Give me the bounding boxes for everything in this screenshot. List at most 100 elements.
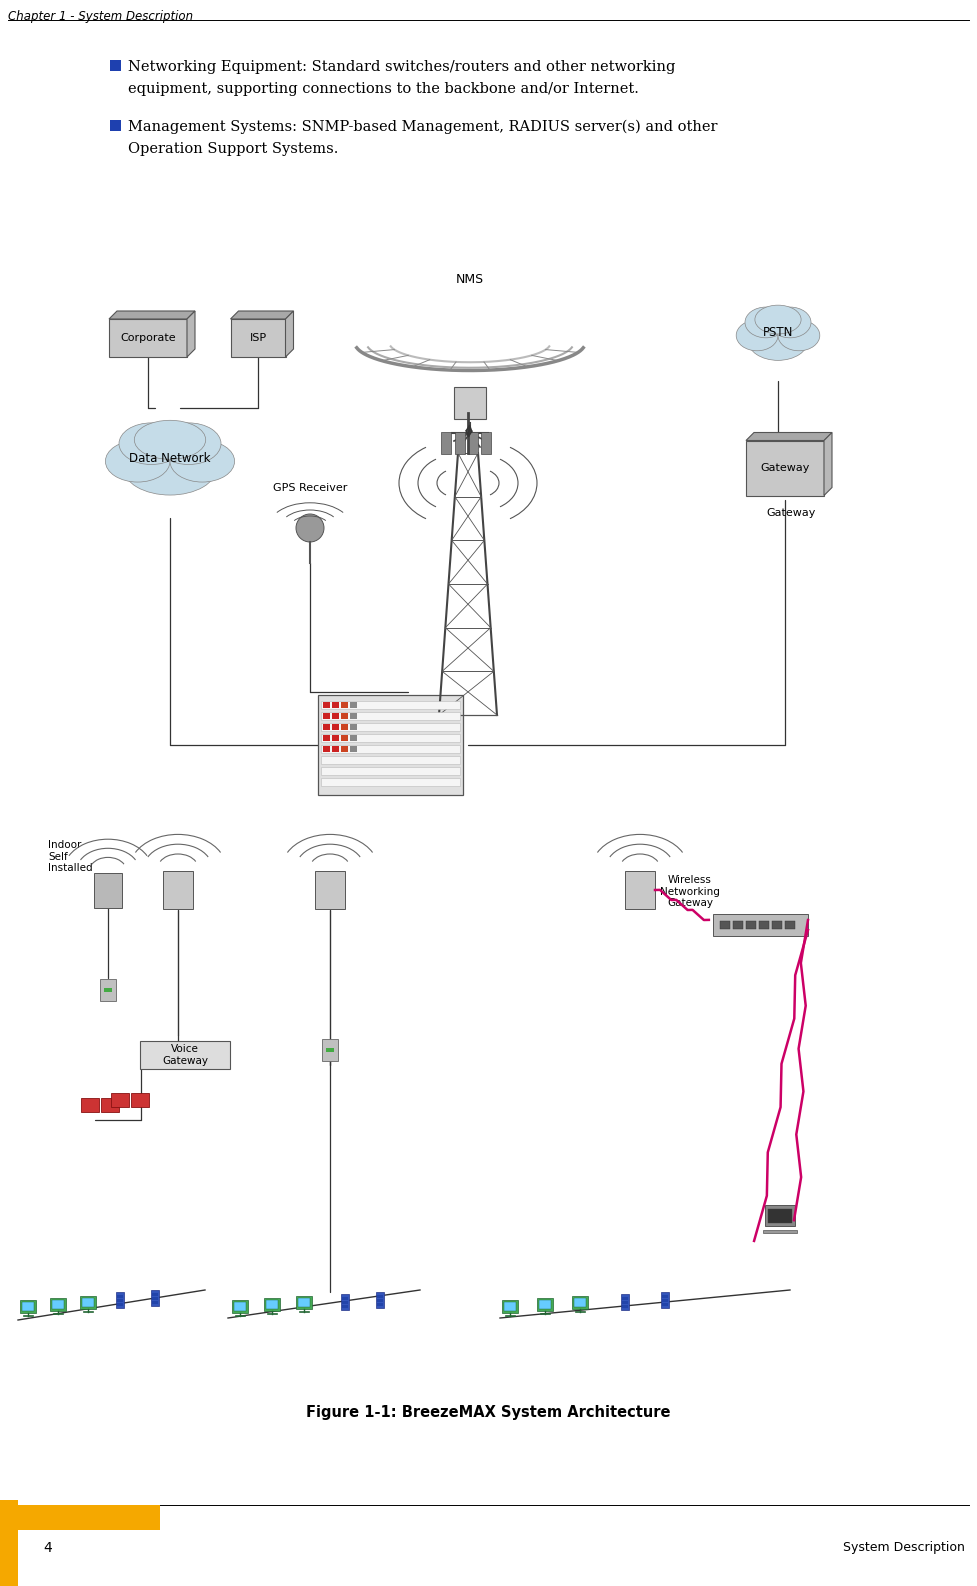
- Polygon shape: [746, 433, 832, 441]
- FancyBboxPatch shape: [660, 1291, 669, 1308]
- Ellipse shape: [106, 441, 170, 482]
- Text: NMS: NMS: [456, 273, 484, 285]
- Text: Voice
Gateway: Voice Gateway: [162, 1044, 208, 1066]
- FancyBboxPatch shape: [320, 701, 459, 709]
- FancyBboxPatch shape: [376, 1291, 384, 1308]
- FancyBboxPatch shape: [264, 1297, 280, 1312]
- FancyBboxPatch shape: [341, 745, 348, 752]
- FancyBboxPatch shape: [117, 1296, 123, 1297]
- FancyBboxPatch shape: [350, 703, 357, 707]
- FancyBboxPatch shape: [377, 1304, 383, 1305]
- FancyBboxPatch shape: [150, 1289, 159, 1307]
- Ellipse shape: [119, 423, 184, 465]
- FancyBboxPatch shape: [720, 921, 730, 929]
- FancyBboxPatch shape: [117, 1299, 123, 1302]
- Text: Figure 1-1: BreezeMAX System Architecture: Figure 1-1: BreezeMAX System Architectur…: [306, 1405, 670, 1419]
- FancyBboxPatch shape: [104, 988, 112, 991]
- Ellipse shape: [747, 320, 808, 360]
- FancyBboxPatch shape: [468, 431, 478, 454]
- FancyBboxPatch shape: [110, 121, 121, 132]
- FancyBboxPatch shape: [504, 1302, 516, 1310]
- FancyBboxPatch shape: [662, 1296, 668, 1297]
- FancyBboxPatch shape: [266, 1301, 278, 1308]
- Text: GPS Receiver: GPS Receiver: [273, 484, 347, 493]
- FancyBboxPatch shape: [94, 872, 122, 907]
- Text: Indoor
Self
Installed: Indoor Self Installed: [48, 841, 93, 874]
- FancyBboxPatch shape: [712, 914, 808, 936]
- FancyBboxPatch shape: [80, 1296, 97, 1308]
- FancyBboxPatch shape: [50, 1297, 66, 1312]
- Text: Gateway: Gateway: [760, 463, 810, 473]
- FancyBboxPatch shape: [152, 1297, 158, 1301]
- FancyBboxPatch shape: [455, 431, 465, 454]
- Polygon shape: [824, 433, 832, 495]
- FancyBboxPatch shape: [82, 1299, 94, 1307]
- FancyBboxPatch shape: [320, 745, 459, 753]
- FancyBboxPatch shape: [331, 703, 338, 707]
- FancyBboxPatch shape: [620, 1294, 629, 1310]
- FancyBboxPatch shape: [117, 1304, 123, 1305]
- Text: System Description: System Description: [843, 1542, 965, 1554]
- Text: Gateway: Gateway: [766, 508, 816, 519]
- Bar: [0, 1505, 160, 1530]
- FancyBboxPatch shape: [315, 871, 345, 909]
- FancyBboxPatch shape: [341, 1294, 349, 1310]
- FancyBboxPatch shape: [152, 1293, 158, 1296]
- Text: Chapter 1 - System Description: Chapter 1 - System Description: [8, 10, 193, 24]
- FancyBboxPatch shape: [298, 1299, 310, 1307]
- FancyBboxPatch shape: [350, 723, 357, 730]
- FancyBboxPatch shape: [746, 921, 756, 929]
- FancyBboxPatch shape: [342, 1297, 348, 1301]
- Polygon shape: [231, 311, 293, 319]
- FancyBboxPatch shape: [320, 712, 459, 720]
- FancyBboxPatch shape: [342, 1301, 348, 1304]
- FancyBboxPatch shape: [131, 1093, 149, 1107]
- FancyBboxPatch shape: [763, 1231, 797, 1234]
- Ellipse shape: [134, 420, 206, 460]
- Text: Corporate: Corporate: [120, 333, 176, 343]
- Ellipse shape: [745, 308, 786, 338]
- FancyBboxPatch shape: [765, 1205, 795, 1226]
- FancyBboxPatch shape: [572, 1296, 588, 1308]
- FancyBboxPatch shape: [100, 979, 116, 1001]
- Text: Wireless
Networking
Gateway: Wireless Networking Gateway: [660, 875, 720, 909]
- FancyBboxPatch shape: [662, 1304, 668, 1305]
- FancyBboxPatch shape: [116, 1291, 124, 1308]
- Ellipse shape: [170, 441, 234, 482]
- Ellipse shape: [737, 320, 778, 351]
- FancyBboxPatch shape: [52, 1301, 64, 1308]
- FancyBboxPatch shape: [320, 768, 459, 776]
- FancyBboxPatch shape: [350, 745, 357, 752]
- FancyBboxPatch shape: [322, 723, 329, 730]
- FancyBboxPatch shape: [163, 871, 193, 909]
- FancyBboxPatch shape: [232, 1301, 248, 1313]
- FancyBboxPatch shape: [22, 1302, 34, 1310]
- FancyBboxPatch shape: [759, 921, 769, 929]
- FancyBboxPatch shape: [341, 734, 348, 741]
- FancyBboxPatch shape: [320, 723, 459, 731]
- FancyBboxPatch shape: [622, 1305, 628, 1308]
- FancyBboxPatch shape: [662, 1299, 668, 1302]
- FancyBboxPatch shape: [296, 1296, 313, 1308]
- FancyBboxPatch shape: [574, 1299, 586, 1307]
- FancyBboxPatch shape: [322, 734, 329, 741]
- Ellipse shape: [156, 423, 221, 465]
- Text: ISP: ISP: [249, 333, 267, 343]
- FancyBboxPatch shape: [101, 1098, 119, 1112]
- FancyBboxPatch shape: [81, 1098, 99, 1112]
- FancyBboxPatch shape: [320, 734, 459, 742]
- FancyBboxPatch shape: [733, 921, 743, 929]
- FancyBboxPatch shape: [454, 387, 486, 419]
- Ellipse shape: [769, 308, 811, 338]
- FancyBboxPatch shape: [772, 921, 782, 929]
- FancyBboxPatch shape: [322, 703, 329, 707]
- FancyBboxPatch shape: [536, 1297, 553, 1312]
- FancyBboxPatch shape: [320, 779, 459, 787]
- FancyBboxPatch shape: [377, 1299, 383, 1302]
- FancyBboxPatch shape: [231, 319, 285, 357]
- FancyBboxPatch shape: [377, 1296, 383, 1297]
- FancyBboxPatch shape: [152, 1301, 158, 1304]
- Text: PSTN: PSTN: [763, 327, 793, 339]
- Text: Operation Support Systems.: Operation Support Systems.: [128, 143, 338, 155]
- FancyBboxPatch shape: [768, 1209, 792, 1223]
